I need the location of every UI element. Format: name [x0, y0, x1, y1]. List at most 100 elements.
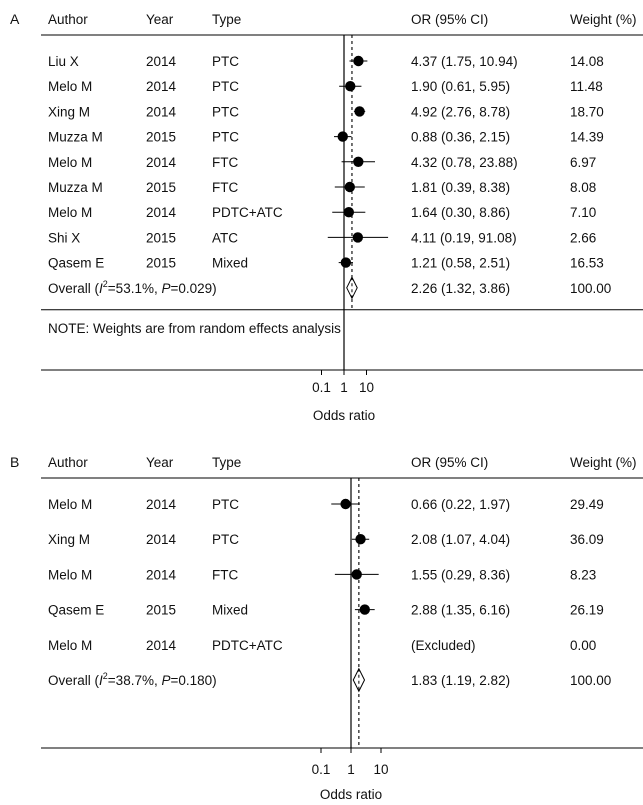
overall-weight: 100.00: [570, 281, 611, 296]
study-weight: 11.48: [570, 79, 603, 94]
study-point: [340, 498, 351, 510]
study-year: 2014: [146, 532, 177, 547]
study-type: FTC: [212, 155, 238, 170]
overall-or-ci: 2.26 (1.32, 3.86): [411, 281, 510, 296]
study-point: [359, 604, 370, 615]
study-author: Melo M: [48, 638, 92, 653]
x-tick-label: 0.1: [312, 380, 331, 395]
study-point: [340, 257, 352, 268]
study-author: Melo M: [48, 497, 92, 512]
overall-label-label-suffix: =0.180): [170, 673, 216, 688]
study-year: 2015: [146, 230, 176, 245]
panel-label: B: [10, 454, 19, 470]
overall-label-label-prefix: Overall (: [48, 281, 100, 296]
study-author: Melo M: [48, 155, 92, 170]
overall-label-label-mid: =38.7%,: [108, 673, 162, 688]
overall-label-p-symbol: P: [161, 281, 170, 296]
study-type: FTC: [212, 567, 238, 582]
study-weight: 6.97: [570, 155, 596, 170]
overall-label-label-mid: =53.1%,: [108, 281, 162, 296]
study-weight: 7.10: [570, 205, 596, 220]
study-type: ATC: [212, 230, 238, 245]
overall-label-label-prefix: Overall (: [48, 673, 100, 688]
study-point: [354, 106, 365, 117]
overall-weight: 100.00: [570, 673, 611, 688]
forest-panel-b: B Author Year Type OR (95% CI) Weight (%) Melo…: [10, 454, 643, 802]
overall-diamond: [346, 276, 358, 300]
study-or-ci: 4.37 (1.75, 10.94): [411, 54, 518, 69]
x-tick-label: 0.1: [312, 762, 331, 777]
study-year: 2015: [146, 180, 176, 195]
study-or-ci: 4.11 (0.19, 91.08): [411, 230, 517, 245]
study-year: 2014: [146, 638, 177, 653]
column-header-author: Author: [48, 12, 88, 27]
study-or-ci: 1.81 (0.39, 8.38): [411, 180, 510, 195]
study-type: PTC: [212, 79, 239, 94]
overall-label-i2-symbol: I: [99, 673, 103, 688]
study-weight: 36.09: [570, 532, 604, 547]
study-or-ci: 0.88 (0.36, 2.15): [411, 130, 510, 145]
overall-label: Overall (I2=38.7%, P=0.180): [48, 671, 217, 688]
study-type: PTC: [212, 532, 239, 547]
study-weight: 18.70: [570, 104, 604, 119]
study-year: 2014: [146, 567, 177, 582]
study-or-ci: 2.88 (1.35, 6.16): [411, 603, 510, 618]
study-point: [351, 569, 362, 580]
study-year: 2014: [146, 205, 177, 220]
study-year: 2015: [146, 603, 176, 618]
study-author: Muzza M: [48, 130, 103, 145]
study-type: Mixed: [212, 256, 248, 271]
study-year: 2014: [146, 104, 177, 119]
study-weight: 14.08: [570, 54, 604, 69]
study-point: [344, 181, 355, 193]
study-weight: 14.39: [570, 130, 604, 145]
overall-label-p-symbol: P: [161, 673, 170, 688]
study-weight: 2.66: [570, 230, 596, 245]
study-year: 2015: [146, 256, 176, 271]
forest-panel-a: A Author Year Type OR (95% CI) Weight (%) Liu …: [10, 11, 643, 423]
column-header-weight: Weight (%): [570, 455, 637, 470]
study-year: 2014: [146, 79, 177, 94]
study-or-ci: 1.64 (0.30, 8.86): [411, 205, 510, 220]
study-or-ci: 0.66 (0.22, 1.97): [411, 497, 510, 512]
study-weight: 16.53: [570, 256, 604, 271]
study-author: Muzza M: [48, 180, 103, 195]
overall-label-i2-sup: 2: [103, 279, 108, 289]
study-type: Mixed: [212, 603, 248, 618]
study-point: [355, 534, 366, 545]
study-type: PTC: [212, 54, 239, 69]
x-tick-label: 10: [359, 380, 374, 395]
overall-label-i2-sup: 2: [103, 671, 108, 681]
overall-label-i2-symbol: I: [99, 281, 103, 296]
study-point: [353, 55, 364, 67]
column-header-type: Type: [212, 12, 241, 27]
study-weight: 0.00: [570, 638, 596, 653]
overall-diamond: [352, 667, 366, 693]
study-point: [343, 207, 355, 218]
column-header-or-ci: OR (95% CI): [411, 12, 488, 27]
study-author: Melo M: [48, 79, 92, 94]
study-or-ci: 1.55 (0.29, 8.36): [411, 567, 510, 582]
study-or-ci: 2.08 (1.07, 4.04): [411, 532, 510, 547]
column-header-year: Year: [146, 455, 174, 470]
study-or-ci: (Excluded): [411, 638, 476, 653]
study-author: Xing M: [48, 104, 90, 119]
study-point: [352, 232, 364, 243]
column-header-or-ci: OR (95% CI): [411, 455, 488, 470]
study-year: 2015: [146, 130, 176, 145]
weights-note: NOTE: Weights are from random effects an…: [48, 321, 341, 336]
x-tick-label: 1: [347, 762, 355, 777]
study-type: FTC: [212, 180, 238, 195]
study-weight: 29.49: [570, 497, 604, 512]
study-author: Qasem E: [48, 256, 104, 271]
study-or-ci: 1.21 (0.58, 2.51): [411, 256, 510, 271]
study-point: [345, 81, 356, 92]
study-weight: 8.08: [570, 180, 596, 195]
study-weight: 26.19: [570, 603, 604, 618]
study-or-ci: 4.92 (2.76, 8.78): [411, 104, 510, 119]
study-type: PTC: [212, 497, 239, 512]
study-point: [353, 156, 364, 167]
study-year: 2014: [146, 497, 177, 512]
study-year: 2014: [146, 155, 177, 170]
